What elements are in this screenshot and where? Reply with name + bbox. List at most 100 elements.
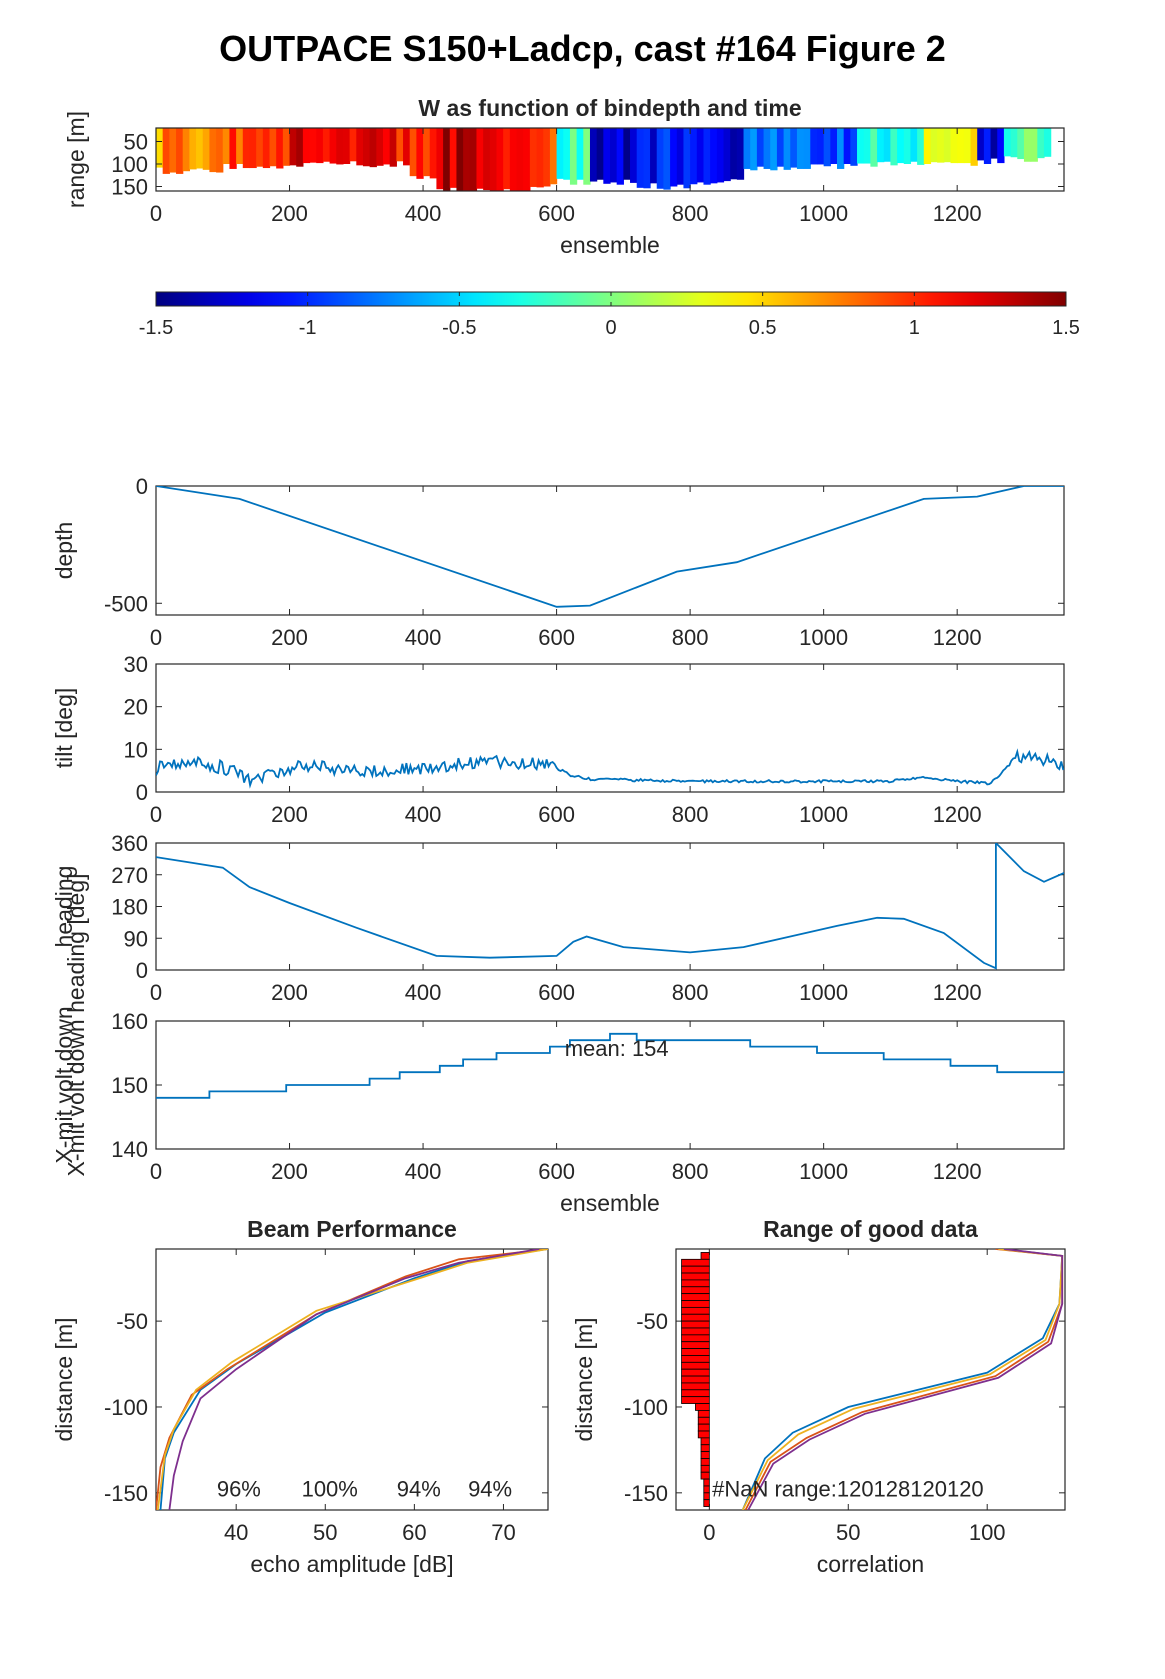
beam-performance-xtick-label: 70 xyxy=(491,1520,515,1545)
xmit-volt-axes: 0 200 400 600 800 1000 1200 140 150 160 ensemble X-… xyxy=(51,1006,1065,1216)
heading-line xyxy=(156,843,1064,970)
depth-ytick-label: 0 xyxy=(136,474,148,499)
tilt-ylabel: tilt [deg] xyxy=(51,688,77,769)
range-good-data-xlabel: correlation xyxy=(817,1551,924,1577)
heatmap-cell xyxy=(796,128,805,169)
tilt-xtick-label: 400 xyxy=(405,802,442,827)
heatmap-cell xyxy=(603,128,611,184)
tilt-xtick-label: 800 xyxy=(672,802,709,827)
nan-range-bar xyxy=(697,1430,710,1439)
heatmap-cell xyxy=(837,128,845,169)
range-good-data-ytick-label: -150 xyxy=(624,1481,668,1506)
heading-ylabel: heading xyxy=(51,866,77,948)
depth-xtick-label: 400 xyxy=(405,625,442,650)
heatmap-cell xyxy=(970,128,978,166)
heatmap-cell xyxy=(276,128,284,169)
heatmap-cell xyxy=(282,128,291,166)
heatmap-cell xyxy=(696,128,705,183)
beam-series-3 xyxy=(168,1249,540,1510)
heatmap-cell xyxy=(790,128,798,168)
range-good-data-ylabel: distance [m] xyxy=(571,1318,597,1442)
heatmap-cell xyxy=(309,128,317,163)
heatmap-cell xyxy=(616,128,624,185)
heatmap-cell xyxy=(730,128,738,180)
heatmap-cell xyxy=(1010,128,1018,158)
nan-range-bar xyxy=(681,1258,710,1267)
heatmap-cell xyxy=(843,128,851,164)
heatmap-cell xyxy=(783,128,791,170)
heatmap-cell xyxy=(990,128,998,159)
xmit-volt-xtick-label: 600 xyxy=(538,1159,575,1184)
w-bindepth-xtick-label: 800 xyxy=(672,201,709,226)
xmit-volt-xlabel: ensemble xyxy=(560,1190,660,1216)
range-good-data-ytick-label: -100 xyxy=(624,1395,668,1420)
heatmap-cell xyxy=(1023,128,1032,162)
heatmap-cell xyxy=(289,128,297,166)
heatmap-cell xyxy=(256,128,264,167)
depth-ytick-label: -500 xyxy=(104,591,148,616)
beam-percent-label: 94% xyxy=(397,1476,441,1501)
heatmap-cell xyxy=(222,128,231,164)
w-bindepth-ytick-label: 100 xyxy=(111,152,148,177)
heatmap-cell xyxy=(770,128,778,171)
depth-xtick-label: 1200 xyxy=(933,625,982,650)
heatmap-cell xyxy=(342,128,351,164)
beam-percent-label: 96% xyxy=(217,1476,261,1501)
heatmap-cell xyxy=(983,128,992,164)
heatmap-cell xyxy=(409,128,417,177)
heatmap-cell xyxy=(449,128,458,188)
heatmap-cell xyxy=(810,128,818,165)
tilt-ytick-label: 0 xyxy=(136,780,148,805)
heatmap-cell xyxy=(196,128,204,169)
beam-percent-label: 100% xyxy=(302,1476,358,1501)
heading-ytick-label: 180 xyxy=(111,895,148,920)
heatmap-cell xyxy=(589,128,598,182)
heatmap-cell xyxy=(690,128,698,185)
xmit-volt-xtick-label: 400 xyxy=(405,1159,442,1184)
nan-range-bar xyxy=(681,1348,710,1356)
heatmap-cell xyxy=(316,128,324,164)
heatmap-cell xyxy=(463,128,471,191)
colorbar-tick-label: -1 xyxy=(299,317,317,339)
nan-range-bar xyxy=(700,1444,710,1453)
heatmap-cell xyxy=(630,128,638,183)
w-bindepth-xtick-label: 400 xyxy=(405,201,442,226)
heatmap-cell xyxy=(362,128,371,167)
nan-range-bar xyxy=(681,1265,710,1274)
heatmap-cell xyxy=(1017,128,1025,160)
heatmap-cell xyxy=(910,128,918,162)
heatmap-cell xyxy=(302,128,311,164)
heatmap-cell xyxy=(416,128,424,179)
tilt-xtick-label: 200 xyxy=(271,802,308,827)
range-good-data-title: Range of good data xyxy=(763,1216,978,1242)
heatmap-cell xyxy=(229,128,237,169)
heatmap-cell xyxy=(476,128,484,189)
range-good-data-xtick-label: 0 xyxy=(703,1520,715,1545)
heatmap-cell xyxy=(930,128,938,163)
heatmap-cell xyxy=(743,128,751,169)
heatmap-cell xyxy=(857,128,865,164)
nan-range-bar xyxy=(695,1403,710,1411)
nan-range-bar xyxy=(681,1396,710,1404)
nan-range-bar xyxy=(700,1252,710,1260)
colorbar-tick-label: 0 xyxy=(605,317,616,339)
beam-performance-ylabel: distance [m] xyxy=(51,1318,77,1442)
nan-range-bar xyxy=(681,1368,710,1377)
heatmap-cell xyxy=(943,128,952,163)
heatmap-cell xyxy=(716,128,725,183)
heatmap-cell xyxy=(249,128,257,169)
range-series-3 xyxy=(747,1249,1064,1510)
heatmap-cell xyxy=(623,128,631,180)
beam-performance-axes: 40 50 60 70 -150 -100 -50 Beam Performance echo … xyxy=(51,1216,549,1577)
heatmap-cell xyxy=(656,128,665,189)
heatmap-cell xyxy=(336,128,344,165)
nan-range-bar xyxy=(681,1279,710,1288)
heatmap-cell xyxy=(776,128,785,167)
heatmap-cell xyxy=(610,128,618,183)
heading-xtick-label: 400 xyxy=(405,980,442,1005)
heatmap-cell xyxy=(663,128,671,190)
heatmap-cell xyxy=(202,128,211,170)
depth-xtick-label: 800 xyxy=(672,625,709,650)
range-good-data-ytick-label: -50 xyxy=(636,1309,668,1334)
